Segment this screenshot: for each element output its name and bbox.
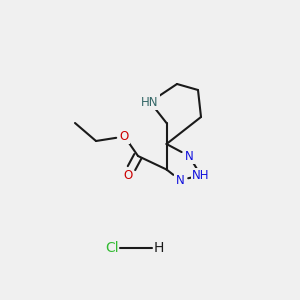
Text: H: H — [154, 241, 164, 254]
Text: HN: HN — [141, 95, 159, 109]
Text: O: O — [123, 169, 132, 182]
Text: O: O — [120, 130, 129, 143]
Text: N: N — [176, 173, 184, 187]
Text: N: N — [184, 149, 194, 163]
Text: NH: NH — [192, 169, 210, 182]
Text: Cl: Cl — [106, 241, 119, 254]
